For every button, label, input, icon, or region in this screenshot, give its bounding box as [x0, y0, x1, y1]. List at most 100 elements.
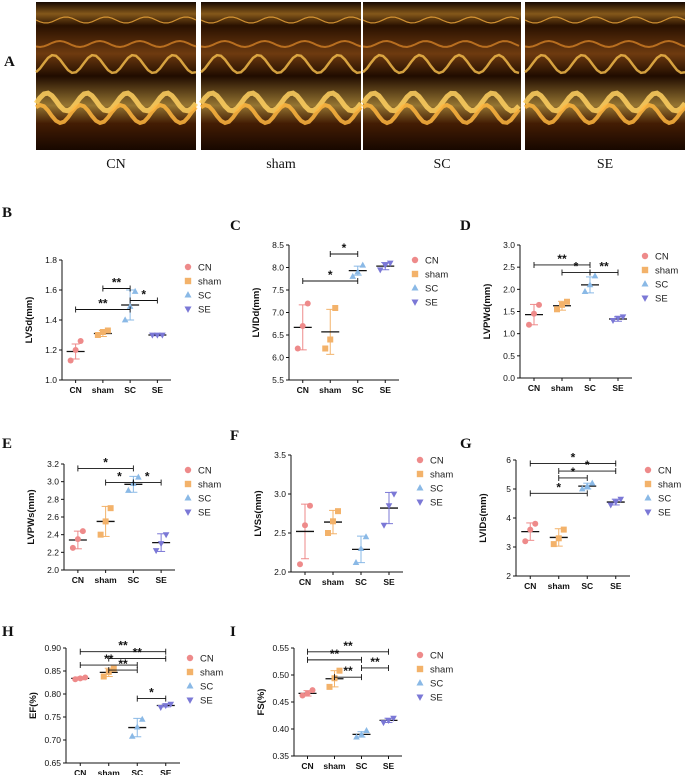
- significance-bracket: **: [75, 297, 131, 313]
- legend: CN sham SC SE: [184, 466, 221, 519]
- significance-label: **: [118, 657, 128, 671]
- data-point: [376, 267, 384, 274]
- echo-images: CN sham SC SE: [33, 2, 685, 172]
- panel-label: F: [230, 428, 239, 444]
- legend-marker-sc: [411, 284, 419, 291]
- data-point: [110, 665, 117, 672]
- significance-bracket: **: [108, 646, 167, 662]
- series-CN: [66, 338, 85, 364]
- legend-marker-sham: [416, 665, 424, 673]
- significance-bracket: **: [589, 259, 619, 276]
- series-sham: [321, 305, 340, 355]
- data-point: [352, 559, 360, 566]
- data-point: [560, 526, 567, 533]
- panel-label: C: [230, 218, 241, 234]
- data-point: [559, 301, 565, 308]
- legend-marker-se: [184, 306, 192, 313]
- echo-image-cn: CN: [33, 2, 198, 172]
- x-tick-label: SE: [380, 385, 392, 395]
- data-point: [591, 272, 599, 279]
- series-CN: [296, 502, 314, 568]
- data-point: [354, 268, 362, 275]
- data-point: [77, 338, 84, 344]
- data-point: [390, 491, 398, 498]
- data-point: [152, 548, 160, 555]
- echo-caption-se: SE: [597, 157, 613, 172]
- legend-marker-sc: [186, 682, 194, 689]
- legend-label: SE: [200, 696, 213, 707]
- x-tick-label: SC: [355, 577, 367, 587]
- legend-marker-se: [186, 697, 194, 704]
- echo-image-sham: sham: [198, 2, 363, 172]
- x-tick-label: SC: [131, 768, 143, 775]
- x-tick-label: SC: [584, 383, 596, 393]
- y-tick-label: 0.90: [44, 643, 61, 653]
- data-point: [564, 298, 570, 305]
- legend-marker-sham: [411, 270, 419, 278]
- legend: CN sham SC SE: [186, 654, 223, 707]
- significance-label: **: [370, 655, 380, 669]
- y-tick-label: 0.0: [503, 373, 515, 383]
- legend-label: CN: [430, 456, 444, 467]
- series-SE: [156, 701, 175, 711]
- y-tick-label: 3.5: [274, 450, 286, 460]
- legend-label: sham: [658, 480, 681, 491]
- series-SE: [606, 496, 625, 509]
- data-point: [536, 301, 542, 308]
- significance-label: *: [585, 458, 590, 472]
- chart-C: C 5.5 6.0 6.5 7.0 7.5 8.0 8.5 LVIDd(mm) CN sham SC S…: [230, 218, 448, 395]
- data-point: [607, 502, 615, 509]
- significance-bracket: **: [102, 276, 131, 292]
- significance-label: *: [342, 241, 347, 255]
- y-tick-label: 6: [506, 455, 511, 465]
- data-point: [617, 496, 625, 503]
- y-tick-label: 0.75: [44, 712, 61, 722]
- significance-label: **: [557, 252, 567, 266]
- data-point: [294, 345, 301, 352]
- legend-marker-sham: [184, 480, 192, 488]
- data-point: [104, 327, 111, 334]
- legend-marker-se: [641, 295, 649, 302]
- data-point: [526, 321, 532, 328]
- y-tick-label: 3: [506, 542, 511, 552]
- data-point: [363, 727, 370, 734]
- data-point: [159, 332, 166, 339]
- legend-marker-se: [184, 509, 192, 516]
- y-tick-label: 2.8: [47, 494, 59, 504]
- y-tick-label: 7.0: [272, 308, 284, 318]
- significance-bracket: **: [307, 647, 362, 663]
- data-point: [302, 522, 308, 529]
- data-point: [135, 473, 142, 480]
- data-point: [612, 499, 620, 506]
- legend-label: sham: [430, 665, 453, 676]
- data-point: [79, 528, 86, 535]
- data-point: [304, 300, 311, 307]
- series-CN: [293, 300, 312, 352]
- x-tick-label: SC: [124, 385, 136, 395]
- data-point: [125, 486, 132, 493]
- y-tick-label: 1.0: [503, 329, 515, 339]
- series-SC: [578, 479, 597, 492]
- legend-label: SC: [198, 494, 211, 505]
- data-point: [82, 674, 89, 681]
- data-point: [386, 260, 394, 267]
- data-point: [380, 720, 387, 727]
- data-point: [69, 544, 76, 551]
- chart-D: D 0.0 0.5 1.0 1.5 2.0 2.5 3.0 LVPWd(mm) CN sham SC S…: [460, 218, 678, 393]
- x-tick-label: CN: [299, 577, 311, 587]
- y-axis-label: LVPWd(mm): [482, 284, 493, 340]
- x-tick-label: sham: [319, 385, 342, 395]
- data-point: [154, 332, 161, 339]
- significance-bracket: *: [105, 470, 134, 486]
- data-point: [586, 281, 594, 288]
- legend-label: sham: [200, 668, 223, 679]
- data-point: [550, 541, 557, 548]
- legend: CN sham SC SE: [416, 456, 453, 509]
- y-tick-label: 8.0: [272, 263, 284, 273]
- series-sham: [93, 327, 112, 338]
- legend-label: CN: [200, 654, 214, 665]
- legend-label: sham: [198, 277, 221, 288]
- legend-label: SE: [430, 693, 443, 704]
- data-point: [362, 533, 370, 540]
